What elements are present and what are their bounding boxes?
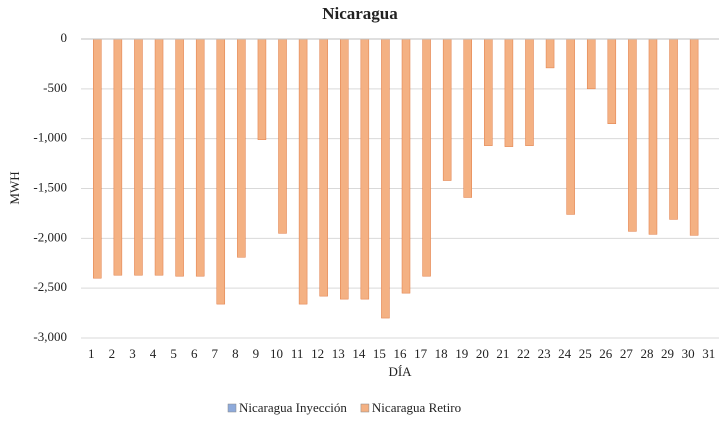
bar	[669, 38, 678, 220]
bar	[237, 38, 246, 258]
x-tick-label: 10	[270, 346, 283, 361]
bar	[113, 38, 123, 276]
x-tick-label: 3	[129, 346, 136, 361]
x-tick-label: 16	[394, 346, 408, 361]
bar	[484, 38, 493, 146]
y-tick-label: -3,000	[33, 329, 67, 344]
y-axis-label: MWH	[7, 171, 22, 204]
x-tick-label: 11	[291, 346, 304, 361]
x-tick-label: 23	[538, 346, 551, 361]
x-tick-label: 20	[476, 346, 489, 361]
x-tick-label: 26	[599, 346, 613, 361]
x-tick-label: 28	[640, 346, 653, 361]
x-tick-label: 2	[109, 346, 116, 361]
x-tick-label: 21	[496, 346, 509, 361]
legend-label: Nicaragua Retiro	[372, 400, 461, 415]
x-tick-label: 4	[150, 346, 157, 361]
x-tick-label: 7	[212, 346, 219, 361]
x-tick-label: 17	[414, 346, 428, 361]
bar	[566, 38, 575, 215]
bar	[381, 38, 390, 319]
bar	[195, 38, 205, 277]
bar	[257, 38, 267, 140]
bar	[401, 38, 411, 294]
y-tick-label: 0	[61, 30, 68, 45]
bar	[442, 38, 452, 181]
x-tick-label: 5	[170, 346, 177, 361]
bar	[504, 38, 514, 147]
y-tick-label: -1,000	[33, 130, 67, 145]
x-tick-label: 8	[232, 346, 239, 361]
x-tick-label: 13	[332, 346, 345, 361]
x-tick-label: 1	[88, 346, 95, 361]
x-axis-label: DÍA	[388, 364, 412, 379]
bar	[525, 38, 534, 146]
bar	[175, 38, 184, 277]
bar	[298, 38, 308, 305]
bar	[154, 38, 164, 276]
bar	[340, 38, 349, 300]
bar	[216, 38, 226, 305]
x-tick-label: 18	[435, 346, 448, 361]
x-tick-label: 31	[702, 346, 715, 361]
bar	[648, 38, 658, 235]
bar	[607, 38, 617, 124]
chart-title: Nicaragua	[322, 4, 398, 23]
x-tick-label: 15	[373, 346, 386, 361]
bar	[93, 38, 102, 279]
x-tick-label: 24	[558, 346, 572, 361]
bar	[319, 38, 328, 297]
bar	[422, 38, 431, 277]
bar	[545, 38, 555, 69]
bar	[586, 38, 596, 90]
x-tick-label: 22	[517, 346, 530, 361]
bar	[360, 38, 370, 300]
legend-label: Nicaragua Inyección	[239, 400, 347, 415]
bar	[278, 38, 287, 234]
x-tick-label: 25	[579, 346, 592, 361]
legend-swatch	[360, 403, 370, 413]
x-tick-label: 6	[191, 346, 198, 361]
x-tick-label: 9	[253, 346, 260, 361]
bar	[689, 38, 699, 236]
y-tick-label: -500	[43, 80, 67, 95]
legend-swatch	[227, 403, 237, 413]
y-tick-label: -2,500	[33, 279, 67, 294]
x-tick-label: 19	[455, 346, 468, 361]
x-tick-label: 14	[352, 346, 366, 361]
x-tick-label: 12	[311, 346, 324, 361]
bar	[463, 38, 472, 198]
y-tick-label: -1,500	[33, 179, 67, 194]
bar	[134, 38, 143, 276]
x-tick-label: 27	[620, 346, 634, 361]
x-tick-label: 29	[661, 346, 674, 361]
y-tick-label: -2,000	[33, 229, 67, 244]
bar	[628, 38, 637, 232]
x-tick-label: 30	[682, 346, 695, 361]
